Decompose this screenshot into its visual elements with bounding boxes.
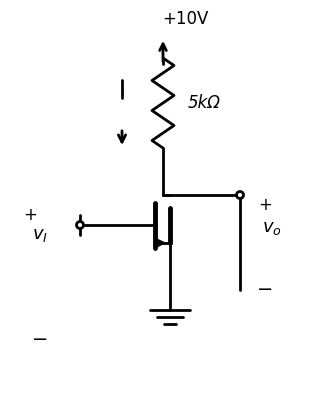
Text: −: − xyxy=(32,331,48,350)
Text: −: − xyxy=(257,280,273,299)
Circle shape xyxy=(77,221,83,228)
Text: 5kΩ: 5kΩ xyxy=(188,94,221,112)
Text: $v_o$: $v_o$ xyxy=(262,219,282,237)
Text: $v_I$: $v_I$ xyxy=(32,226,48,244)
Text: +: + xyxy=(258,196,272,214)
Circle shape xyxy=(236,192,244,198)
Text: +10V: +10V xyxy=(162,10,208,28)
Text: +: + xyxy=(23,206,37,224)
